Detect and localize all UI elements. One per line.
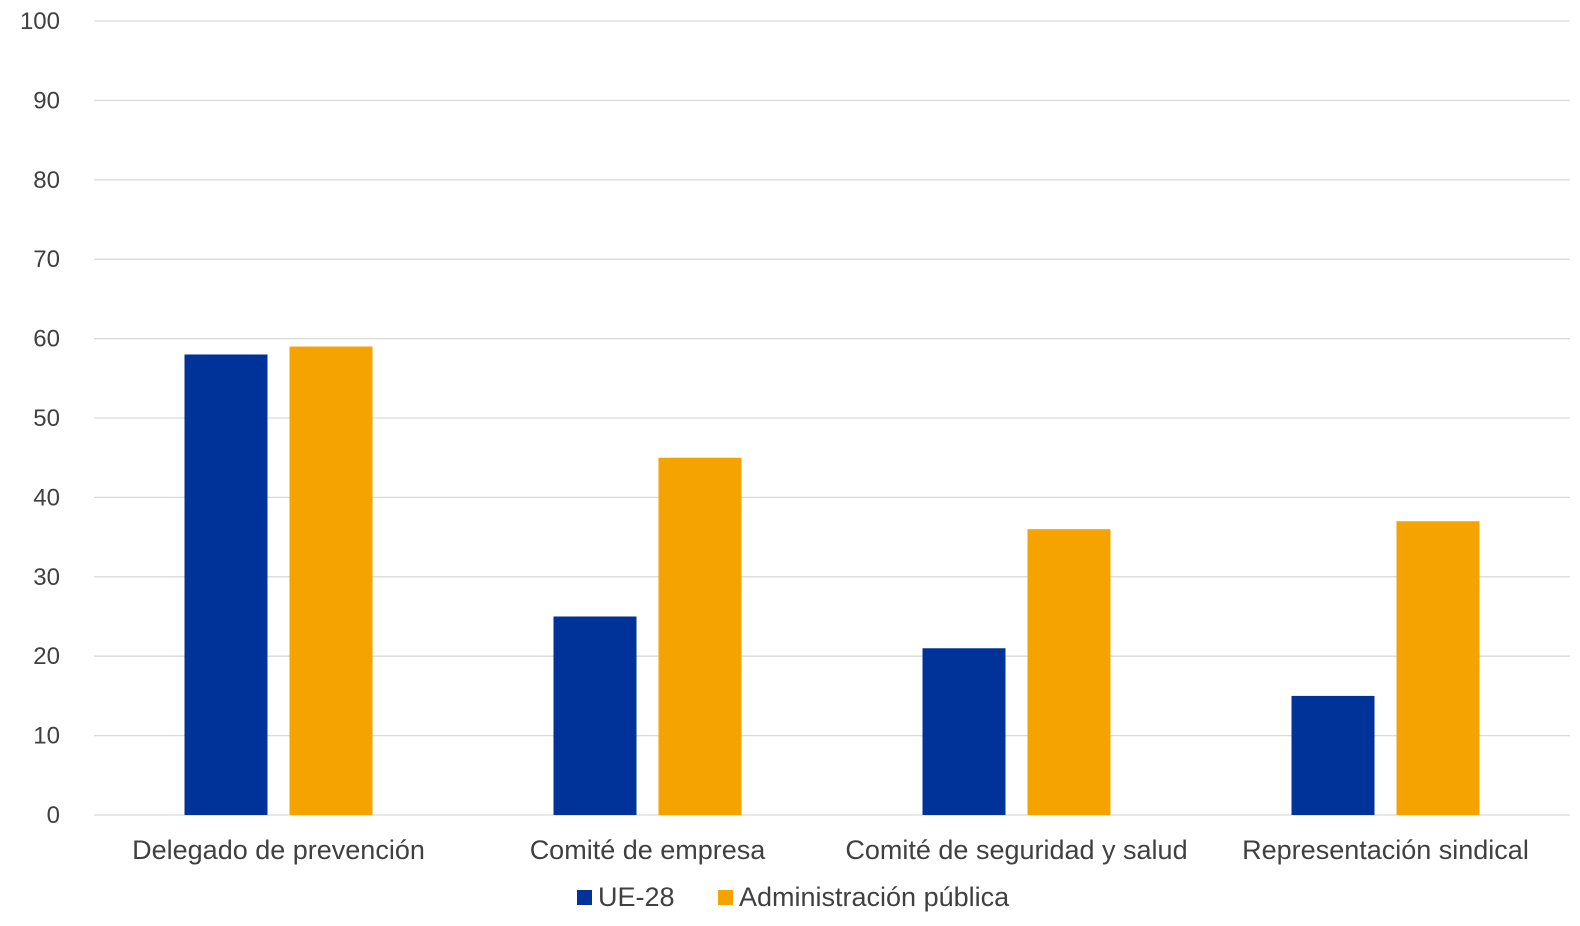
y-axis: 0 10 20 30 40 50 60 70 80 90 100 <box>20 8 60 829</box>
bar <box>1027 529 1111 815</box>
y-tick-label: 10 <box>33 723 60 750</box>
y-tick-label: 90 <box>33 87 60 114</box>
bar <box>184 354 268 815</box>
y-tick-label: 80 <box>33 167 60 194</box>
x-tick-label: Comité de seguridad y salud <box>845 835 1187 865</box>
legend-swatch <box>577 890 592 905</box>
y-tick-label: 60 <box>33 326 60 353</box>
y-tick-label: 40 <box>33 484 60 511</box>
bar <box>289 346 373 815</box>
bar <box>1291 695 1375 815</box>
y-tick-label: 30 <box>33 564 60 591</box>
x-tick-label: Delegado de prevención <box>132 835 425 865</box>
y-tick-label: 70 <box>33 246 60 273</box>
bar <box>1396 521 1480 815</box>
x-tick-label: Representación sindical <box>1242 835 1529 865</box>
bar <box>658 457 742 815</box>
x-axis: Delegado de prevención Comité de empresa C… <box>132 835 1529 865</box>
legend-label: UE-28 <box>598 882 675 912</box>
bar <box>553 616 637 815</box>
bar <box>922 648 1006 815</box>
x-tick-label: Comité de empresa <box>530 835 767 865</box>
bars <box>184 346 1480 815</box>
legend: UE-28 Administración pública <box>577 882 1010 912</box>
legend-label: Administración pública <box>739 882 1010 912</box>
y-tick-label: 20 <box>33 643 60 670</box>
y-tick-label: 0 <box>47 802 60 829</box>
y-tick-label: 100 <box>20 8 60 35</box>
y-tick-label: 50 <box>33 405 60 432</box>
legend-swatch <box>718 890 733 905</box>
